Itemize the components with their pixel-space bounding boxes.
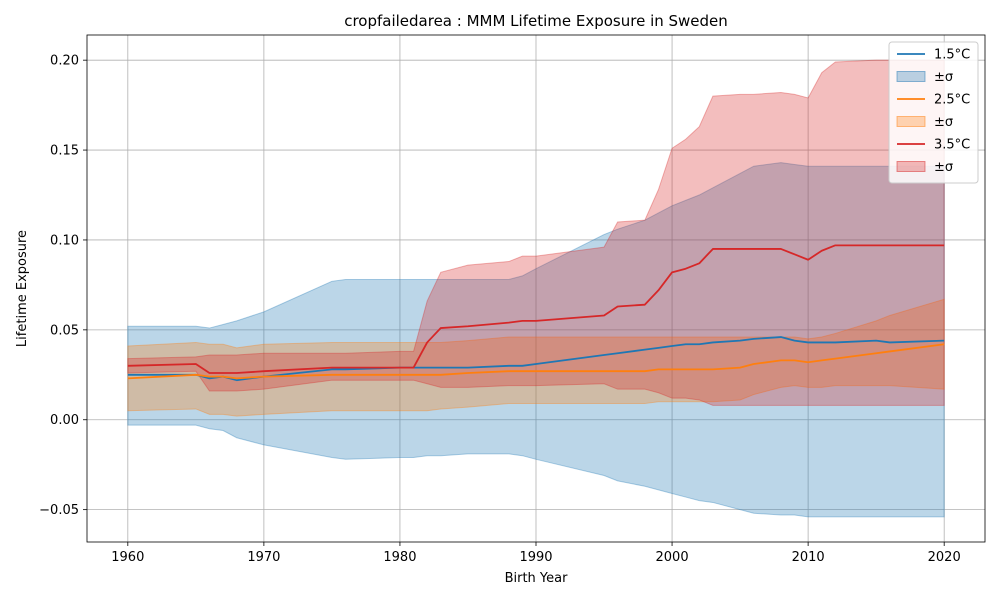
legend-label: 3.5°C <box>934 138 970 153</box>
legend-label: ±σ <box>934 160 953 175</box>
x-axis-label: Birth Year <box>505 571 569 586</box>
legend-box <box>888 41 979 184</box>
y-tick-label: 0.20 <box>50 54 79 69</box>
x-tick-label: 2010 <box>792 550 825 565</box>
line-3.5°C <box>127 244 945 374</box>
line-2.5°C <box>127 343 945 380</box>
y-axis-label: Lifetime Exposure <box>15 230 30 347</box>
bands <box>127 59 945 518</box>
band-3.5°C <box>127 59 945 406</box>
legend-band-2.5°C <box>896 116 926 127</box>
y-tick-label: 0.05 <box>50 323 79 338</box>
x-tick-label: 1960 <box>111 550 144 565</box>
legend: 1.5°C ±σ 2.5°C ±σ 3.5°C ±σ <box>888 41 979 184</box>
line-1.5°C <box>127 336 945 382</box>
legend-band-3.5°C <box>896 161 926 172</box>
axis-ticks: 1960 1970 1980 1990 2000 2010 2020 −0.05 0.00 0.0… <box>39 54 961 565</box>
legend-label: ±σ <box>934 115 953 130</box>
band-1.5°C <box>127 162 945 518</box>
y-tick-label: 0.10 <box>50 233 79 248</box>
x-tick-label: 2020 <box>928 550 961 565</box>
x-tick-label: 1980 <box>383 550 416 565</box>
legend-label: 2.5°C <box>934 93 970 108</box>
series-lines <box>127 244 945 382</box>
y-tick-label: 0.00 <box>50 413 79 428</box>
x-tick-label: 1990 <box>519 550 552 565</box>
grid <box>87 35 985 542</box>
band-2.5°C <box>127 298 945 417</box>
legend-label: 1.5°C <box>934 48 970 63</box>
legend-band-1.5°C <box>896 71 926 82</box>
legend-label: ±σ <box>934 70 953 85</box>
x-tick-label: 1970 <box>247 550 280 565</box>
y-tick-label: −0.05 <box>39 503 79 518</box>
y-tick-label: 0.15 <box>50 144 79 159</box>
chart-title: cropfailedarea : MMM Lifetime Exposure i… <box>344 12 728 30</box>
x-tick-label: 2000 <box>656 550 689 565</box>
